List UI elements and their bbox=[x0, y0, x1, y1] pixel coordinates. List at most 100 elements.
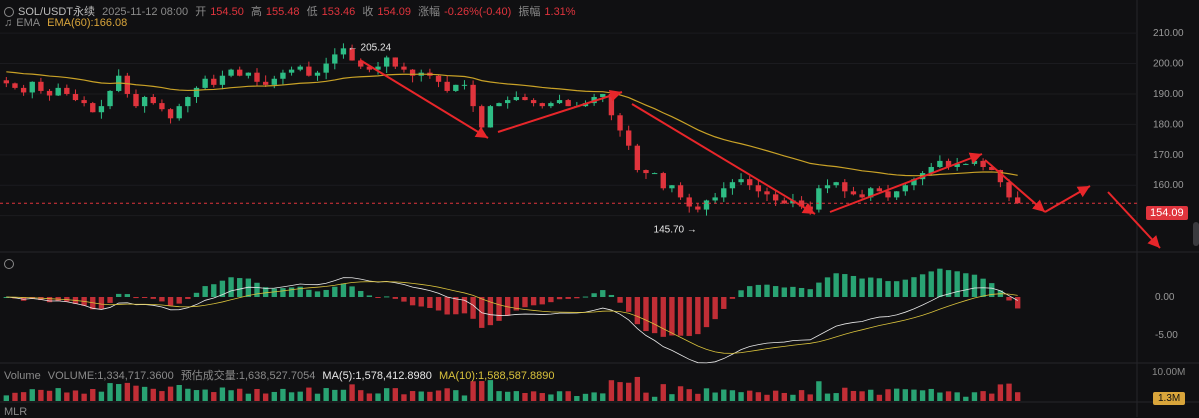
ema-legend[interactable]: ♫ EMA EMA(60):166.08 bbox=[4, 17, 131, 29]
macd-bar bbox=[237, 278, 243, 297]
volume-bar bbox=[556, 391, 563, 401]
candle-body bbox=[1014, 197, 1021, 204]
candle-body bbox=[29, 81, 35, 93]
volume-bar bbox=[72, 390, 79, 401]
candle-body bbox=[1006, 182, 1012, 198]
volume-bar bbox=[842, 387, 848, 401]
volume-bar bbox=[937, 392, 943, 401]
candle-body bbox=[340, 48, 347, 55]
macd-bar bbox=[280, 288, 286, 297]
macd-bar bbox=[340, 283, 347, 297]
volume-bar bbox=[574, 396, 580, 401]
macd-bar bbox=[945, 270, 952, 297]
macd-bar bbox=[176, 297, 182, 304]
macd-bar bbox=[971, 274, 978, 297]
candle-body bbox=[772, 194, 779, 201]
volume-bar bbox=[712, 392, 718, 401]
candle-body bbox=[893, 191, 900, 198]
candle-body bbox=[323, 63, 329, 73]
volume-bar bbox=[237, 388, 243, 401]
candle-body bbox=[608, 93, 615, 116]
candle-body bbox=[885, 191, 891, 198]
candle-body bbox=[980, 160, 986, 167]
macd-bar bbox=[141, 297, 148, 298]
volume-bar bbox=[747, 390, 753, 401]
candle-body bbox=[937, 160, 943, 167]
open-label: 开 bbox=[195, 6, 207, 18]
macd-bar bbox=[228, 277, 234, 297]
candle-body bbox=[600, 93, 606, 98]
candle-body bbox=[738, 179, 744, 183]
volume-bar bbox=[81, 393, 87, 401]
volume-bar bbox=[262, 393, 269, 401]
macd-bar bbox=[556, 297, 563, 300]
volume-bar bbox=[297, 391, 303, 401]
candle-body bbox=[98, 106, 105, 113]
candle-body bbox=[461, 84, 468, 86]
macd-dif-line bbox=[6, 277, 1018, 364]
ema-value: EMA(60):166.08 bbox=[47, 17, 128, 29]
candle-body bbox=[375, 66, 381, 70]
candle-body bbox=[288, 69, 295, 73]
macd-bar bbox=[626, 297, 632, 312]
volume-bar bbox=[124, 382, 131, 401]
volume-bar bbox=[349, 384, 355, 401]
macd-bar bbox=[608, 294, 615, 297]
scroll-handle[interactable] bbox=[1193, 222, 1199, 246]
candle-body bbox=[219, 75, 226, 85]
macd-bar bbox=[565, 297, 571, 299]
open-value: 154.50 bbox=[210, 6, 244, 18]
macd-bar bbox=[306, 289, 312, 297]
macd-bar bbox=[375, 297, 381, 298]
macd-bar bbox=[366, 295, 373, 297]
volume-bar bbox=[427, 391, 433, 401]
price-tick-label: 180.00 bbox=[1153, 119, 1184, 130]
macd-bar bbox=[159, 297, 165, 302]
volume-bar bbox=[772, 390, 779, 401]
volume-bar bbox=[479, 381, 485, 401]
macd-bar bbox=[677, 297, 684, 336]
price-tick-label: 190.00 bbox=[1153, 89, 1184, 100]
candle-body bbox=[133, 93, 139, 107]
macd-bar bbox=[876, 278, 883, 297]
macd-bar bbox=[314, 291, 321, 297]
candle-body bbox=[833, 182, 839, 186]
macd-bar bbox=[617, 297, 623, 303]
macd-bar bbox=[807, 289, 813, 297]
macd-bar bbox=[444, 297, 450, 315]
candle-body bbox=[401, 66, 407, 70]
macd-bar bbox=[660, 297, 666, 337]
candle-body bbox=[228, 69, 234, 76]
volume-bar bbox=[444, 388, 450, 401]
volume-bar bbox=[738, 392, 744, 401]
bell-icon[interactable]: ♫ bbox=[4, 17, 13, 29]
macd-bar bbox=[38, 297, 44, 301]
amp-label: 振幅 bbox=[518, 6, 541, 18]
candle-body bbox=[954, 163, 960, 167]
candle-body bbox=[504, 100, 511, 104]
volume-bar bbox=[340, 389, 347, 401]
macd-bar bbox=[893, 281, 900, 297]
candle-body bbox=[159, 103, 165, 110]
macd-bar bbox=[461, 297, 468, 314]
volume-ma5: MA(5):1,578,412.8980 bbox=[322, 370, 432, 382]
high-annotation: ← 205.24 bbox=[348, 43, 392, 54]
candle-body bbox=[306, 66, 312, 76]
volume-bar bbox=[721, 389, 727, 401]
macd-bar bbox=[963, 273, 969, 297]
eye-icon[interactable] bbox=[4, 259, 14, 270]
volume-bar bbox=[3, 395, 10, 401]
macd-legend[interactable] bbox=[4, 258, 18, 270]
volume-bar bbox=[167, 386, 174, 401]
macd-bar bbox=[703, 297, 710, 328]
macd-bar bbox=[332, 286, 338, 297]
volume-bar bbox=[314, 393, 321, 401]
macd-bar bbox=[297, 286, 303, 297]
macd-bar bbox=[643, 297, 649, 332]
macd-bar bbox=[349, 286, 355, 297]
volume-bar bbox=[582, 393, 589, 401]
volume-bar bbox=[660, 384, 666, 401]
macd-bar bbox=[816, 282, 822, 297]
macd-bar bbox=[288, 287, 295, 297]
